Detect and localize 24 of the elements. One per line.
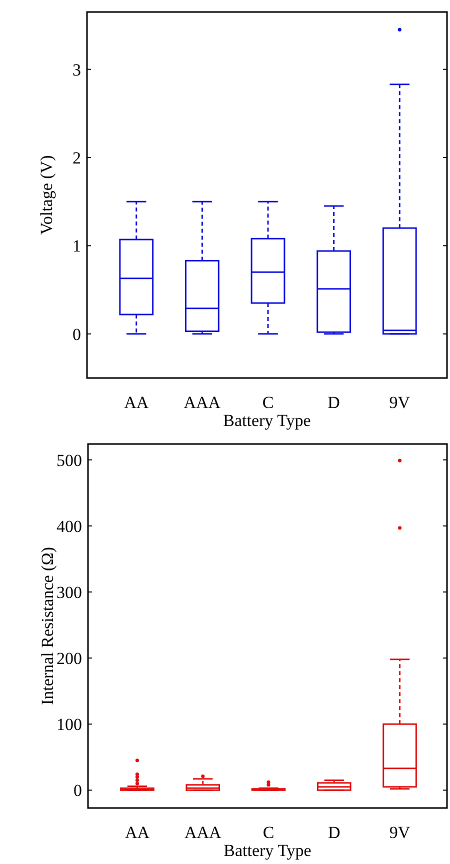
x-tick-label: D [328,393,340,412]
y-tick-label: 3 [72,60,81,80]
x-axis-title: Battery Type [223,411,311,430]
x-tick-label: AAA [184,393,222,412]
x-tick-label: AAA [184,823,222,842]
x-tick-label: 9V [389,393,411,412]
y-tick-label: 0 [74,781,82,800]
x-tick-label: AA [124,823,150,842]
y-tick-label: 100 [56,715,82,734]
y-axis-title: Voltage (V) [37,155,56,235]
y-axis-title: Internal Resistance (Ω) [38,546,57,706]
y-tick-label: 2 [72,148,81,168]
y-tick-label: 200 [56,648,82,668]
x-tick-label: C [262,393,274,412]
y-tick-label: 1 [72,236,81,256]
x-tick-label: 9V [389,823,411,842]
x-tick-label: D [328,823,340,842]
y-tick-label: 0 [72,324,81,344]
x-axis-title: Battery Type [224,841,312,860]
y-tick-label: 500 [56,450,82,470]
y-tick-label: 300 [56,582,82,602]
x-tick-label: C [262,823,274,842]
y-tick-label: 400 [56,516,82,536]
x-tick-label: AA [124,393,150,412]
